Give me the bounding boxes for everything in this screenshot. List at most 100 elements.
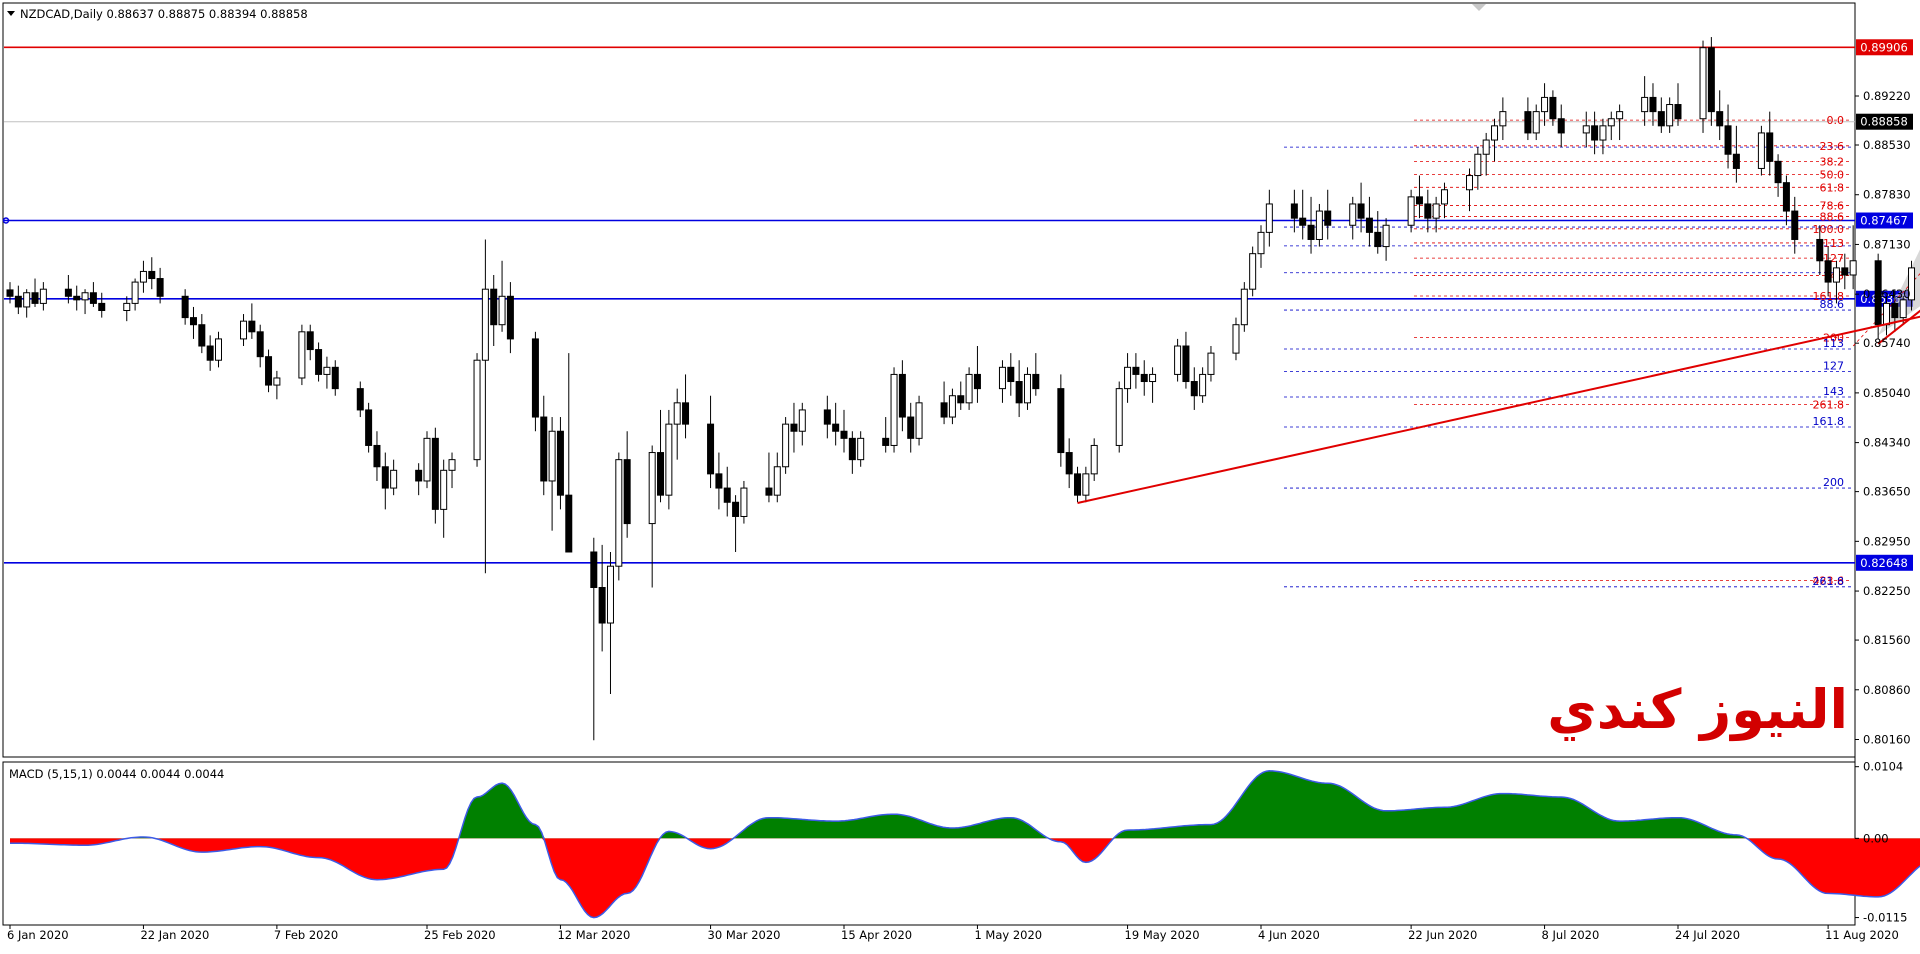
candle[interactable] <box>182 289 188 325</box>
candle[interactable] <box>207 335 213 371</box>
candle[interactable] <box>974 346 980 403</box>
candle[interactable] <box>674 389 680 460</box>
candle[interactable] <box>40 282 46 310</box>
candle[interactable] <box>1425 190 1431 233</box>
candle[interactable] <box>1366 197 1372 247</box>
candle[interactable] <box>833 403 839 446</box>
shift-marker-icon[interactable] <box>1472 4 1486 11</box>
candle[interactable] <box>1758 126 1764 176</box>
candle[interactable] <box>1583 112 1589 148</box>
candle[interactable] <box>1675 83 1681 126</box>
candle[interactable] <box>658 410 664 502</box>
candle[interactable] <box>1467 168 1473 211</box>
candle[interactable] <box>1150 367 1156 403</box>
candle[interactable] <box>1016 360 1022 417</box>
candle[interactable] <box>1316 204 1322 247</box>
candle[interactable] <box>1775 154 1781 197</box>
candle[interactable] <box>1058 374 1064 466</box>
candle[interactable] <box>474 353 480 467</box>
candle[interactable] <box>357 382 363 418</box>
candle[interactable] <box>1667 97 1673 133</box>
candle[interactable] <box>1183 332 1189 389</box>
candle[interactable] <box>1542 83 1548 126</box>
candle[interactable] <box>1033 353 1039 396</box>
candle[interactable] <box>841 410 847 453</box>
trendline-1[interactable] <box>1078 243 1920 503</box>
candle[interactable] <box>1475 147 1481 190</box>
candle[interactable] <box>307 325 313 361</box>
candle[interactable] <box>1200 367 1206 403</box>
candle[interactable] <box>32 279 38 307</box>
candle[interactable] <box>899 360 905 431</box>
candle[interactable] <box>449 453 455 489</box>
candle[interactable] <box>1483 133 1489 176</box>
candle[interactable] <box>799 403 805 446</box>
candle[interactable] <box>1658 97 1664 133</box>
candle[interactable] <box>82 289 88 314</box>
candle[interactable] <box>374 431 380 481</box>
candle[interactable] <box>90 282 96 307</box>
candle[interactable] <box>1592 112 1598 155</box>
candle[interactable] <box>7 282 13 303</box>
candle[interactable] <box>1525 97 1531 140</box>
candle[interactable] <box>1533 105 1539 141</box>
candle[interactable] <box>441 460 447 538</box>
candle[interactable] <box>766 453 772 503</box>
candle[interactable] <box>1024 367 1030 410</box>
candle[interactable] <box>1617 105 1623 141</box>
candle[interactable] <box>616 453 622 581</box>
candle[interactable] <box>1133 353 1139 389</box>
candle[interactable] <box>649 445 655 587</box>
candle[interactable] <box>1175 339 1181 382</box>
candle[interactable] <box>1083 467 1089 503</box>
candle[interactable] <box>791 403 797 453</box>
candle[interactable] <box>966 367 972 410</box>
candle[interactable] <box>299 325 305 385</box>
candle[interactable] <box>557 417 563 509</box>
candle[interactable] <box>1650 83 1656 126</box>
candle[interactable] <box>507 282 513 353</box>
candle[interactable] <box>432 428 438 524</box>
candle[interactable] <box>1066 438 1072 488</box>
candle[interactable] <box>1708 37 1714 126</box>
candle[interactable] <box>1191 367 1197 410</box>
candle[interactable] <box>332 360 338 396</box>
candle[interactable] <box>716 453 722 510</box>
candle[interactable] <box>591 538 597 740</box>
candle[interactable] <box>783 417 789 474</box>
candle[interactable] <box>1241 282 1247 332</box>
candle[interactable] <box>1291 190 1297 233</box>
candle[interactable] <box>607 552 613 694</box>
candle[interactable] <box>958 382 964 410</box>
candle[interactable] <box>491 275 497 346</box>
candle[interactable] <box>1308 197 1314 254</box>
candle[interactable] <box>624 431 630 538</box>
dropdown-arrow-icon[interactable] <box>7 11 15 16</box>
candle[interactable] <box>949 389 955 425</box>
candle[interactable] <box>1383 218 1389 261</box>
candle[interactable] <box>532 332 538 431</box>
candle[interactable] <box>1558 105 1564 148</box>
candle[interactable] <box>1441 183 1447 219</box>
candle[interactable] <box>1258 225 1264 268</box>
candle[interactable] <box>1600 119 1606 155</box>
candle[interactable] <box>1325 190 1331 240</box>
candle[interactable] <box>666 410 672 509</box>
candle[interactable] <box>316 342 322 381</box>
candle[interactable] <box>241 314 247 346</box>
candle[interactable] <box>724 467 730 517</box>
candle[interactable] <box>1141 360 1147 396</box>
candle[interactable] <box>1125 353 1131 403</box>
candle[interactable] <box>1091 438 1097 481</box>
candle[interactable] <box>883 417 889 453</box>
candle[interactable] <box>708 396 714 488</box>
candle[interactable] <box>1233 318 1239 361</box>
candle[interactable] <box>190 307 196 339</box>
candle[interactable] <box>1492 119 1498 162</box>
candle[interactable] <box>99 293 105 318</box>
candle[interactable] <box>1725 105 1731 169</box>
candle[interactable] <box>216 332 222 368</box>
candle[interactable] <box>424 431 430 488</box>
candle[interactable] <box>599 545 605 652</box>
